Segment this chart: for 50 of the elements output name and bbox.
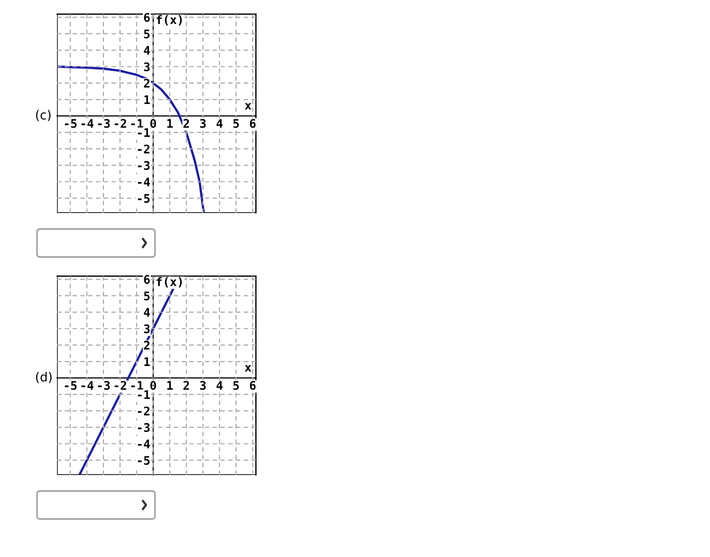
y-tick-label: -1 bbox=[138, 390, 150, 399]
x-tick-label: 2 bbox=[183, 118, 189, 128]
x-axis-title: x bbox=[244, 365, 252, 372]
y-tick-label: 5 bbox=[144, 30, 150, 38]
x-tick-label: -5 bbox=[64, 381, 77, 390]
y-tick-label: 3 bbox=[144, 62, 150, 72]
y-tick-label: -5 bbox=[138, 194, 150, 203]
x-tick-label: -4 bbox=[81, 119, 94, 128]
text: (c) bbox=[36, 110, 51, 122]
y-tick-label: 2 bbox=[144, 78, 150, 88]
text: (d) bbox=[36, 372, 52, 384]
y-tick-label: 3 bbox=[144, 324, 150, 334]
x-axis-title: x bbox=[244, 103, 252, 110]
y-tick-label: 1 bbox=[144, 95, 150, 104]
y-axis-title: f(x) bbox=[156, 14, 182, 26]
y-tick-label: -3 bbox=[138, 161, 150, 170]
x-tick-label: -5 bbox=[64, 119, 77, 128]
x-tick-label: 3 bbox=[200, 380, 206, 390]
y-tick-label: -1 bbox=[138, 128, 150, 137]
y-tick-label: 6 bbox=[144, 275, 150, 284]
x-tick-label: -3 bbox=[98, 380, 110, 390]
y-tick-label: -2 bbox=[138, 144, 150, 154]
y-tick-label: -4 bbox=[138, 178, 150, 186]
x-tick-label: 4 bbox=[216, 119, 223, 128]
x-tick-label: 0 bbox=[150, 118, 156, 128]
x-tick-label: 6 bbox=[250, 118, 256, 128]
x-tick-label: 0 bbox=[150, 380, 156, 390]
y-tick-label: 2 bbox=[144, 340, 150, 350]
y-tick-label: 6 bbox=[144, 13, 150, 22]
y-tick-label: -2 bbox=[138, 406, 150, 416]
y-axis-title: f(x) bbox=[156, 276, 182, 288]
x-tick-label: -4 bbox=[81, 381, 94, 390]
x-tick-label: 1 bbox=[167, 381, 173, 390]
x-tick-label: 6 bbox=[250, 380, 256, 390]
x-tick-label: 5 bbox=[233, 381, 239, 390]
x-tick-label: 2 bbox=[183, 380, 189, 390]
x-tick-label: -2 bbox=[114, 118, 126, 128]
y-tick-label: -5 bbox=[138, 456, 150, 465]
y-tick-label: 1 bbox=[144, 357, 150, 366]
y-tick-label: 4 bbox=[144, 46, 150, 55]
y-tick-label: 4 bbox=[144, 308, 150, 317]
y-tick-label: 5 bbox=[144, 292, 150, 300]
x-tick-label: 4 bbox=[216, 381, 223, 390]
x-tick-label: -2 bbox=[114, 380, 126, 390]
x-tick-label: 1 bbox=[167, 119, 173, 128]
x-tick-label: 3 bbox=[200, 118, 206, 128]
y-tick-label: -4 bbox=[138, 440, 150, 448]
x-tick-label: 5 bbox=[233, 119, 239, 128]
x-tick-label: -3 bbox=[98, 118, 110, 128]
y-tick-label: -3 bbox=[138, 423, 150, 432]
